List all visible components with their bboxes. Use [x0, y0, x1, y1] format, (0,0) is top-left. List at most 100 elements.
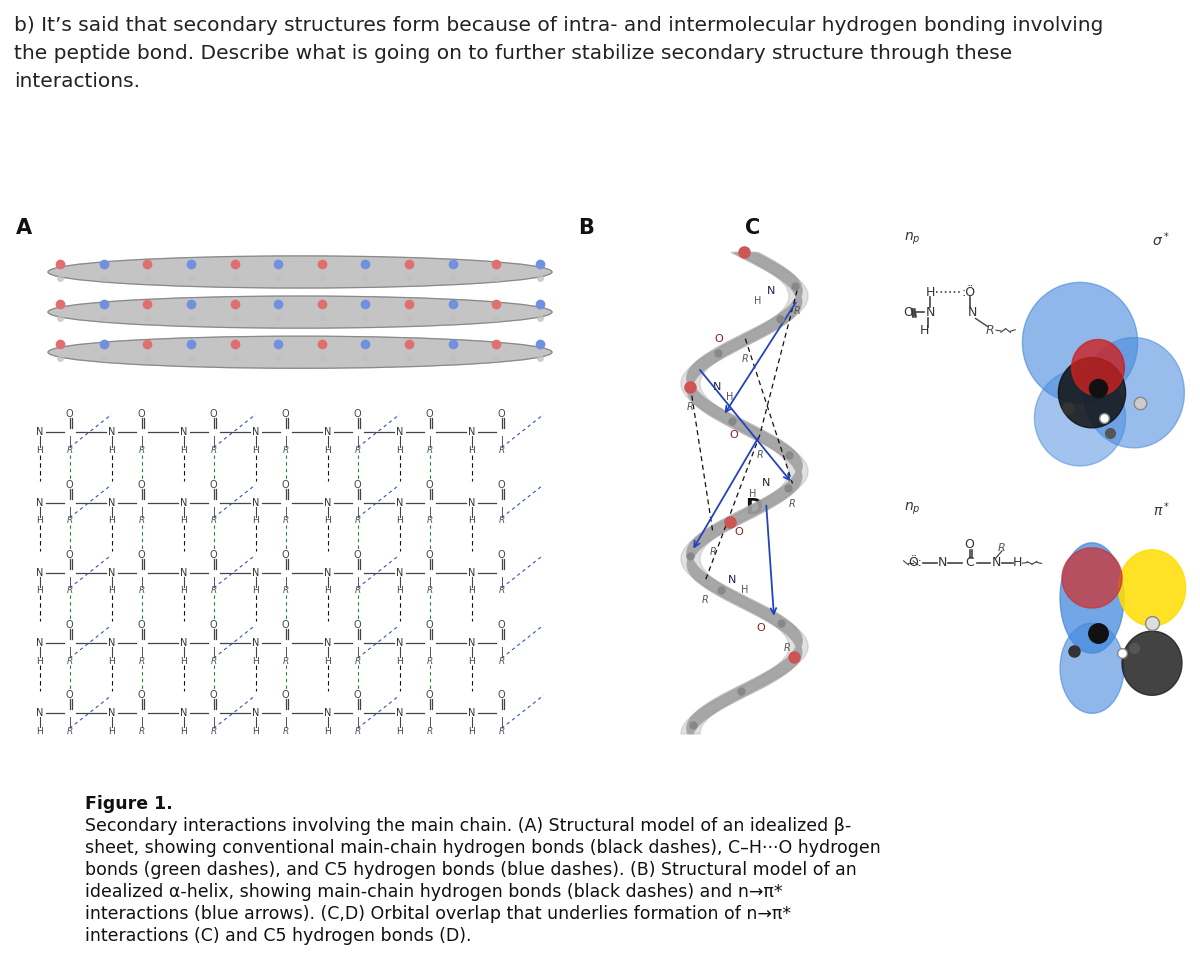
Text: N: N: [324, 639, 331, 648]
Text: O: O: [904, 306, 913, 319]
Text: N: N: [324, 568, 331, 578]
Text: R: R: [426, 516, 433, 526]
Text: Ö:: Ö:: [908, 556, 923, 569]
Text: R: R: [138, 446, 145, 455]
Text: R: R: [426, 726, 433, 736]
Text: H: H: [396, 586, 403, 595]
Text: O: O: [282, 480, 289, 490]
Text: O: O: [498, 620, 505, 630]
Text: H: H: [324, 586, 331, 595]
Text: R: R: [210, 586, 217, 595]
Text: N: N: [324, 428, 331, 438]
Text: N: N: [108, 708, 115, 719]
Text: R: R: [66, 516, 73, 526]
Text: H: H: [925, 286, 935, 298]
Text: O: O: [757, 623, 766, 634]
Text: R: R: [210, 516, 217, 526]
Polygon shape: [1084, 337, 1184, 448]
Text: O: O: [965, 538, 974, 552]
Text: N: N: [396, 497, 403, 508]
Text: O: O: [282, 620, 289, 630]
Text: O: O: [66, 550, 73, 560]
Text: N: N: [468, 497, 475, 508]
Text: N: N: [252, 708, 259, 719]
Text: R: R: [282, 516, 289, 526]
Text: H: H: [1013, 556, 1022, 569]
Text: O: O: [714, 333, 724, 344]
Text: O: O: [210, 410, 217, 419]
Text: R: R: [66, 726, 73, 736]
Text: R: R: [784, 643, 791, 653]
Text: O: O: [282, 550, 289, 560]
Text: H: H: [919, 324, 929, 337]
Text: O: O: [138, 691, 145, 700]
Text: R: R: [210, 657, 217, 666]
Text: H: H: [36, 586, 43, 595]
Text: H: H: [180, 657, 187, 666]
Text: O: O: [66, 410, 73, 419]
Text: H: H: [108, 657, 115, 666]
Text: idealized α-helix, showing main-chain hydrogen bonds (black dashes) and n→π*: idealized α-helix, showing main-chain hy…: [85, 883, 782, 901]
Text: N: N: [36, 428, 43, 438]
Text: Figure 1.: Figure 1.: [85, 795, 173, 813]
Text: R: R: [688, 402, 694, 412]
Text: N: N: [180, 497, 187, 508]
Text: R: R: [742, 354, 749, 364]
Text: N: N: [252, 639, 259, 648]
Text: H: H: [726, 392, 733, 402]
Text: H: H: [108, 586, 115, 595]
Text: O: O: [728, 430, 738, 440]
Text: H: H: [36, 446, 43, 455]
Text: H: H: [252, 726, 259, 736]
Text: N: N: [324, 708, 331, 719]
Text: N: N: [727, 575, 736, 585]
Text: O: O: [426, 410, 433, 419]
Text: N: N: [396, 428, 403, 438]
Text: N: N: [468, 428, 475, 438]
Text: R: R: [354, 657, 361, 666]
Text: H: H: [396, 657, 403, 666]
Text: R: R: [354, 446, 361, 455]
Text: O: O: [210, 550, 217, 560]
Text: R: R: [498, 516, 505, 526]
Text: H: H: [754, 296, 761, 305]
Text: R: R: [210, 446, 217, 455]
Text: O: O: [498, 410, 505, 419]
Text: b) It’s said that secondary structures form because of intra- and intermolecular: b) It’s said that secondary structures f…: [14, 16, 1103, 35]
Text: O: O: [734, 526, 744, 537]
Text: H: H: [468, 446, 475, 455]
Ellipse shape: [48, 296, 552, 328]
Polygon shape: [1072, 340, 1124, 396]
Text: R: R: [354, 586, 361, 595]
Text: N: N: [180, 428, 187, 438]
Text: $\sigma^*$: $\sigma^*$: [1152, 230, 1170, 249]
Text: N: N: [468, 639, 475, 648]
Text: C: C: [965, 556, 974, 569]
Text: N: N: [324, 497, 331, 508]
Text: N: N: [36, 639, 43, 648]
Text: O: O: [354, 410, 361, 419]
Text: H: H: [108, 446, 115, 455]
Text: R: R: [426, 586, 433, 595]
Text: R: R: [282, 726, 289, 736]
Text: H: H: [180, 726, 187, 736]
Text: N: N: [468, 708, 475, 719]
Text: H: H: [396, 726, 403, 736]
Polygon shape: [1034, 370, 1126, 466]
Text: N: N: [252, 428, 259, 438]
Text: $\pi^*$: $\pi^*$: [1153, 500, 1170, 520]
Text: O: O: [282, 691, 289, 700]
Text: R: R: [426, 657, 433, 666]
Text: O: O: [66, 691, 73, 700]
Text: N: N: [767, 286, 775, 296]
Text: O: O: [498, 691, 505, 700]
Text: B: B: [578, 218, 594, 238]
Text: H: H: [252, 446, 259, 455]
Text: H: H: [396, 446, 403, 455]
Text: H: H: [36, 657, 43, 666]
Text: R: R: [498, 726, 505, 736]
Text: N: N: [396, 639, 403, 648]
Text: R: R: [66, 446, 73, 455]
Text: N: N: [108, 428, 115, 438]
Text: O: O: [498, 550, 505, 560]
